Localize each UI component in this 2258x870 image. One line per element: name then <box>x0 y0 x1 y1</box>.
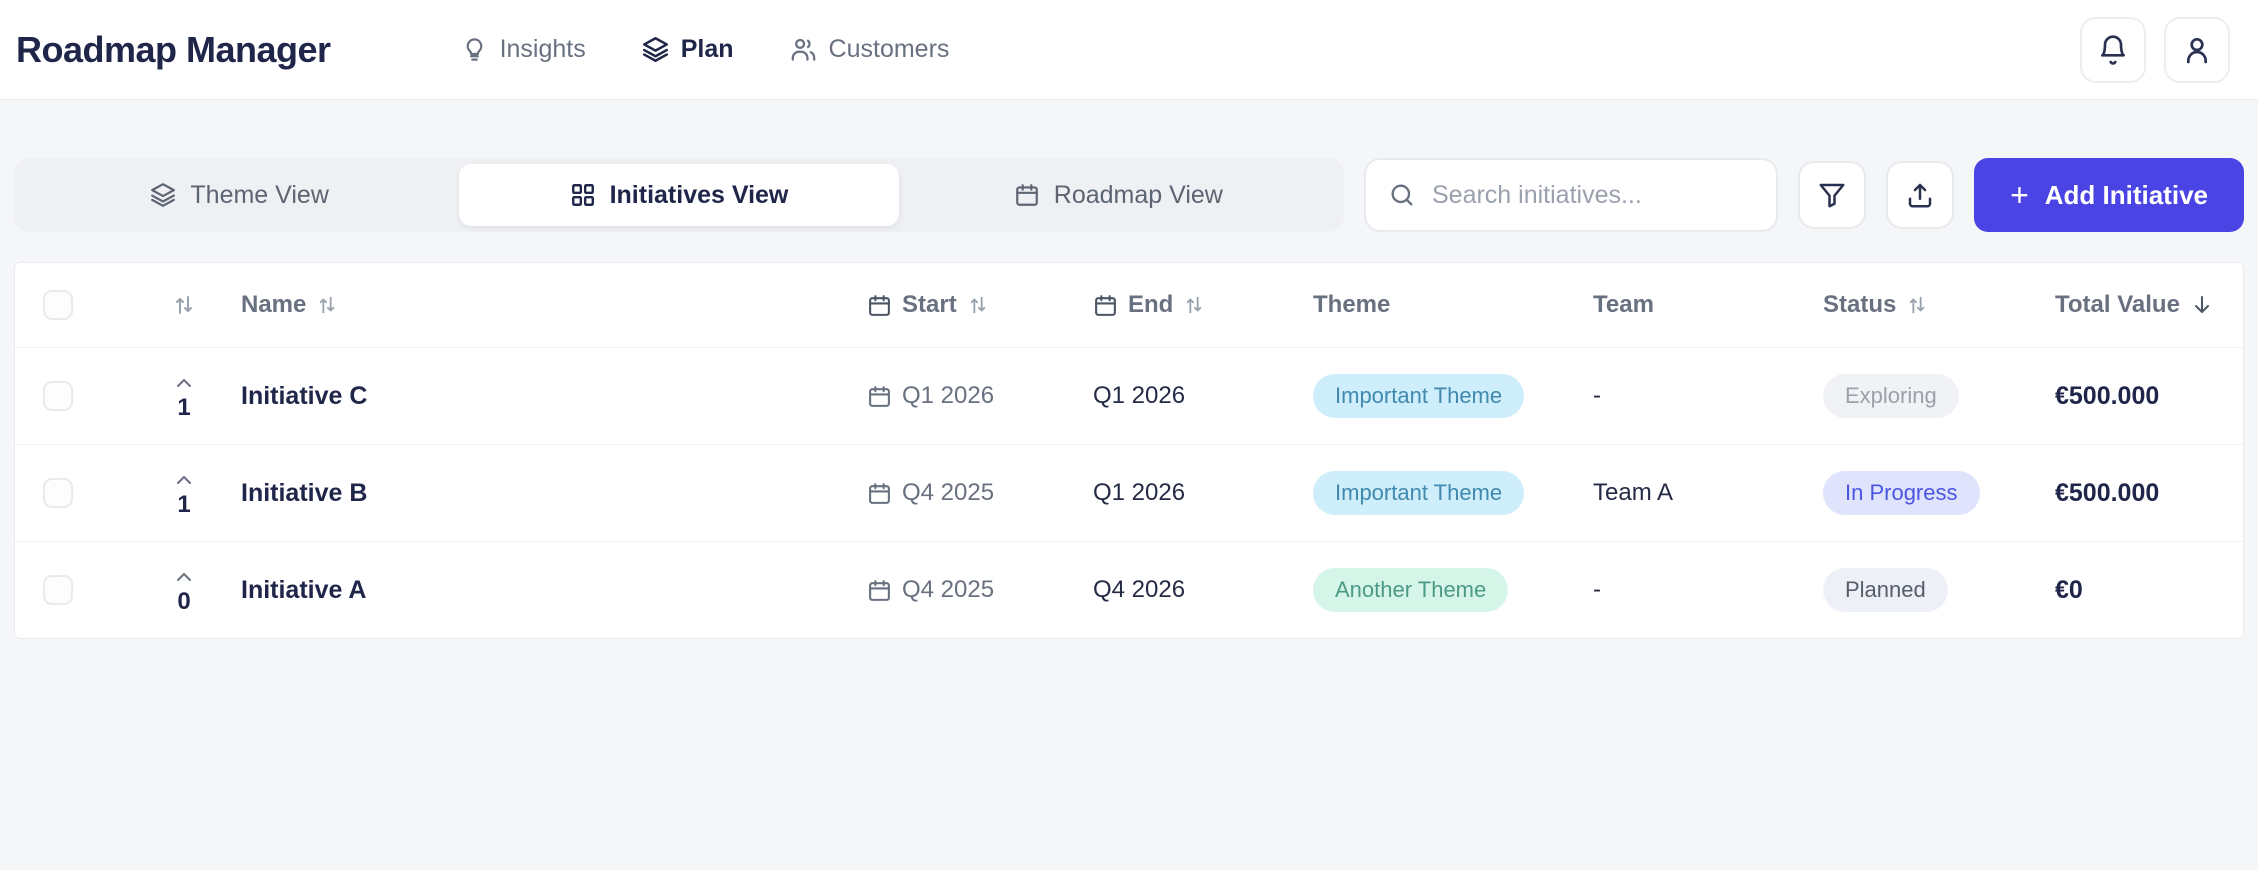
column-header-status[interactable]: Status <box>1823 291 2055 319</box>
start-quarter: Q4 2025 <box>902 576 995 603</box>
column-header-start[interactable]: Start <box>867 291 1093 319</box>
table-row: 0 Initiative A Q4 2025 Q4 2026 Another T… <box>15 541 2243 638</box>
export-button[interactable] <box>1886 161 1955 229</box>
row-checkbox[interactable] <box>43 575 73 605</box>
team-cell: - <box>1593 576 1601 603</box>
toolbar: Theme View Initiatives View Roadmap View <box>0 158 2258 232</box>
expand-toggle[interactable]: 0 <box>172 565 196 615</box>
total-value-cell: €500.000 <box>2055 381 2160 410</box>
sort-arrows-icon <box>316 294 338 316</box>
team-cell: Team A <box>1593 479 1674 506</box>
nav-item-label: Plan <box>680 35 734 63</box>
filter-button[interactable] <box>1798 161 1867 229</box>
row-checkbox[interactable] <box>43 478 73 508</box>
chevron-up-icon <box>172 468 196 492</box>
view-switcher: Theme View Initiatives View Roadmap View <box>14 158 1344 232</box>
select-all-checkbox[interactable] <box>43 290 73 320</box>
status-badge: Exploring <box>1823 374 1959 418</box>
tab-roadmap-view[interactable]: Roadmap View <box>899 164 1338 226</box>
search-box <box>1364 158 1779 232</box>
column-header-name[interactable]: Name <box>241 291 867 319</box>
theme-badge: Important Theme <box>1313 471 1525 515</box>
initiative-name[interactable]: Initiative A <box>241 575 367 604</box>
profile-button[interactable] <box>2164 16 2230 83</box>
start-quarter: Q1 2026 <box>902 382 995 409</box>
tab-label: Roadmap View <box>1053 180 1223 209</box>
nav-item-label: Insights <box>499 35 586 63</box>
start-quarter: Q4 2025 <box>902 479 995 506</box>
expand-toggle[interactable]: 1 <box>172 371 196 421</box>
arrow-down-icon <box>2190 293 2214 317</box>
bell-icon <box>2097 34 2129 66</box>
calendar-icon <box>867 293 892 318</box>
status-badge: Planned <box>1823 568 1948 612</box>
table-row: 1 Initiative B Q4 2025 Q1 2026 Important… <box>15 444 2243 541</box>
child-count: 1 <box>177 490 191 518</box>
add-initiative-button[interactable]: + Add Initiative <box>1974 158 2244 232</box>
chevron-up-icon <box>172 371 196 395</box>
notifications-button[interactable] <box>2080 16 2146 83</box>
layers-icon <box>150 182 176 208</box>
row-checkbox[interactable] <box>43 381 73 411</box>
tab-label: Initiatives View <box>609 180 789 209</box>
total-value-cell: €500.000 <box>2055 478 2160 507</box>
header-actions <box>2080 16 2230 83</box>
search-icon <box>1388 181 1416 209</box>
nav-item-customers[interactable]: Customers <box>790 35 950 64</box>
app-header: Roadmap Manager Insights Plan Customers <box>0 0 2258 100</box>
nav-item-plan[interactable]: Plan <box>642 35 734 64</box>
calendar-icon <box>1014 182 1040 208</box>
status-badge: In Progress <box>1823 471 1980 515</box>
search-input[interactable] <box>1432 180 1755 210</box>
end-quarter: Q4 2026 <box>1093 576 1186 603</box>
initiatives-table: Name Start End Theme <box>14 262 2244 639</box>
theme-badge: Important Theme <box>1313 374 1525 418</box>
calendar-icon <box>1093 293 1118 318</box>
chevron-up-icon <box>172 565 196 589</box>
layers-icon <box>642 36 669 63</box>
end-quarter: Q1 2026 <box>1093 479 1186 506</box>
table-row: 1 Initiative C Q1 2026 Q1 2026 Important… <box>15 347 2243 444</box>
column-header-end[interactable]: End <box>1093 291 1313 319</box>
child-count: 0 <box>177 587 191 615</box>
column-header-team: Team <box>1593 291 1654 318</box>
initiative-name[interactable]: Initiative C <box>241 381 368 410</box>
column-header-theme: Theme <box>1313 291 1391 318</box>
expand-toggle[interactable]: 1 <box>172 468 196 518</box>
theme-badge: Another Theme <box>1313 568 1509 612</box>
user-icon <box>2181 34 2213 66</box>
page-title: Roadmap Manager <box>16 28 331 70</box>
tab-initiatives-view[interactable]: Initiatives View <box>459 164 899 226</box>
funnel-icon <box>1817 180 1847 210</box>
main-nav: Insights Plan Customers <box>461 35 950 64</box>
lightbulb-icon <box>461 36 488 63</box>
nav-item-insights[interactable]: Insights <box>461 35 586 64</box>
tab-theme-view[interactable]: Theme View <box>20 164 459 226</box>
child-count: 1 <box>177 393 191 421</box>
sort-arrows-icon[interactable] <box>172 293 196 317</box>
calendar-icon <box>867 481 892 506</box>
initiative-name[interactable]: Initiative B <box>241 478 368 507</box>
upload-icon <box>1905 180 1935 210</box>
sort-arrows-icon <box>967 294 989 316</box>
table-header-row: Name Start End Theme <box>15 263 2243 347</box>
nav-item-label: Customers <box>828 35 950 63</box>
users-icon <box>790 36 817 63</box>
calendar-icon <box>867 384 892 409</box>
tab-label: Theme View <box>190 180 329 209</box>
plus-icon: + <box>2010 177 2029 213</box>
team-cell: - <box>1593 382 1601 409</box>
column-header-total-value[interactable]: Total Value <box>2055 291 2243 319</box>
sort-arrows-icon <box>1183 294 1205 316</box>
total-value-cell: €0 <box>2055 575 2083 604</box>
end-quarter: Q1 2026 <box>1093 382 1186 409</box>
add-initiative-label: Add Initiative <box>2044 179 2208 210</box>
grid-icon <box>570 182 596 208</box>
sort-arrows-icon <box>1906 294 1928 316</box>
calendar-icon <box>867 578 892 603</box>
